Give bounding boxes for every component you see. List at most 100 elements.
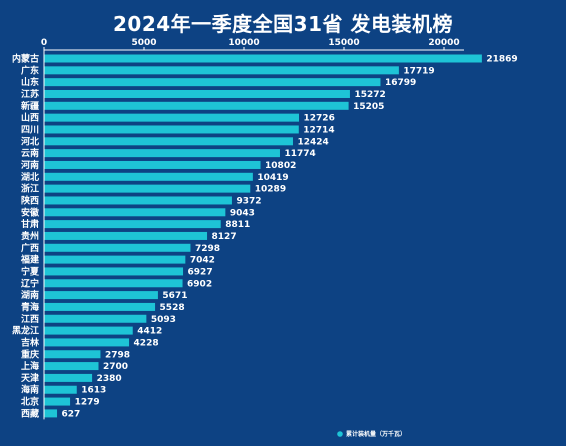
bar — [44, 137, 293, 146]
value-label: 5093 — [151, 315, 176, 325]
bar — [44, 208, 226, 217]
bar — [44, 172, 253, 181]
bar — [44, 101, 349, 110]
value-label: 15272 — [354, 90, 385, 100]
value-label: 10289 — [255, 185, 286, 195]
bar — [44, 78, 381, 87]
value-label: 2798 — [105, 350, 130, 360]
bar — [44, 66, 399, 75]
value-label: 2700 — [103, 362, 128, 372]
category-label: 江西 — [21, 313, 39, 325]
value-label: 17719 — [403, 66, 434, 76]
bar — [44, 362, 99, 371]
category-label: 贵州 — [21, 230, 39, 242]
value-label: 7042 — [190, 256, 215, 266]
value-label: 10419 — [257, 173, 288, 183]
legend-label: 累计装机量（万千瓦） — [346, 430, 406, 438]
category-label: 重庆 — [21, 348, 39, 360]
bar — [44, 326, 133, 335]
bar — [44, 385, 77, 394]
bar — [44, 113, 300, 122]
bar — [44, 267, 184, 276]
category-label: 宁夏 — [21, 265, 40, 277]
bar — [44, 314, 147, 323]
category-label: 新疆 — [21, 100, 39, 112]
bars — [44, 54, 482, 418]
category-label: 广西 — [21, 242, 39, 254]
value-label: 6902 — [187, 279, 212, 289]
bar — [44, 338, 130, 347]
chart-title: 2024年一季度全国31省 发电装机榜 — [113, 12, 453, 36]
category-label: 海南 — [21, 384, 39, 396]
category-label: 天津 — [21, 372, 39, 384]
category-label: 河北 — [21, 135, 39, 147]
x-tick-label: 15000 — [328, 38, 359, 48]
category-label: 上海 — [21, 360, 39, 372]
value-label: 627 — [62, 409, 81, 419]
bar — [44, 231, 208, 240]
bar — [44, 54, 482, 63]
x-tick-label: 5000 — [131, 38, 156, 48]
category-label: 北京 — [21, 396, 39, 408]
value-label: 12424 — [297, 137, 328, 147]
value-label: 11774 — [284, 149, 315, 159]
value-label: 8811 — [225, 220, 250, 230]
bar — [44, 373, 93, 382]
bar — [44, 184, 251, 193]
category-label: 黑龙江 — [12, 325, 39, 337]
value-label: 9372 — [236, 196, 261, 206]
value-label: 1613 — [81, 386, 106, 396]
category-label: 四川 — [21, 124, 39, 135]
bar — [44, 397, 71, 406]
category-label: 河南 — [21, 159, 39, 171]
bar — [44, 160, 261, 169]
category-label: 湖南 — [21, 289, 39, 301]
value-label: 4228 — [134, 338, 159, 348]
value-label: 9043 — [230, 208, 255, 218]
value-label: 12714 — [303, 125, 334, 135]
category-label: 安徽 — [21, 206, 40, 218]
category-label: 辽宁 — [21, 277, 39, 289]
category-label: 浙江 — [21, 183, 39, 195]
category-label: 江苏 — [21, 88, 39, 100]
value-label: 12726 — [304, 114, 335, 124]
category-label: 陕西 — [21, 194, 39, 206]
bar — [44, 279, 183, 288]
value-label: 5671 — [162, 291, 187, 301]
value-label: 4412 — [137, 327, 162, 337]
x-tick-label: 0 — [41, 38, 47, 48]
category-label: 云南 — [21, 147, 39, 159]
bar — [44, 125, 299, 134]
category-label: 青海 — [21, 301, 39, 313]
bar — [44, 243, 191, 252]
bar — [44, 291, 158, 300]
category-label: 广东 — [21, 64, 39, 76]
bar — [44, 255, 186, 264]
value-label: 5528 — [160, 303, 185, 313]
legend: 累计装机量（万千瓦） — [337, 430, 406, 438]
value-label: 15205 — [353, 102, 384, 112]
x-tick-label: 10000 — [228, 38, 259, 48]
bar — [44, 89, 350, 98]
bar — [44, 220, 221, 229]
category-label: 内蒙古 — [12, 53, 39, 65]
value-label: 16799 — [385, 78, 416, 88]
value-label: 2380 — [97, 374, 122, 384]
value-label: 7298 — [195, 244, 220, 254]
value-label: 21869 — [486, 55, 517, 65]
category-label: 吉林 — [21, 336, 40, 348]
value-label: 1279 — [75, 398, 100, 408]
bar — [44, 196, 232, 205]
x-axis: 0 5000 10000 15000 20000 — [41, 38, 464, 420]
bar — [44, 409, 58, 418]
category-label: 山西 — [21, 112, 39, 124]
category-label: 甘肃 — [21, 218, 39, 230]
value-label: 6927 — [188, 267, 213, 277]
bar — [44, 302, 156, 311]
category-label: 湖北 — [21, 171, 39, 183]
bar — [44, 350, 101, 359]
category-axis: 内蒙古广东山东江苏新疆山西四川河北云南河南湖北浙江陕西安徽甘肃贵州广西福建宁夏辽… — [12, 53, 40, 420]
